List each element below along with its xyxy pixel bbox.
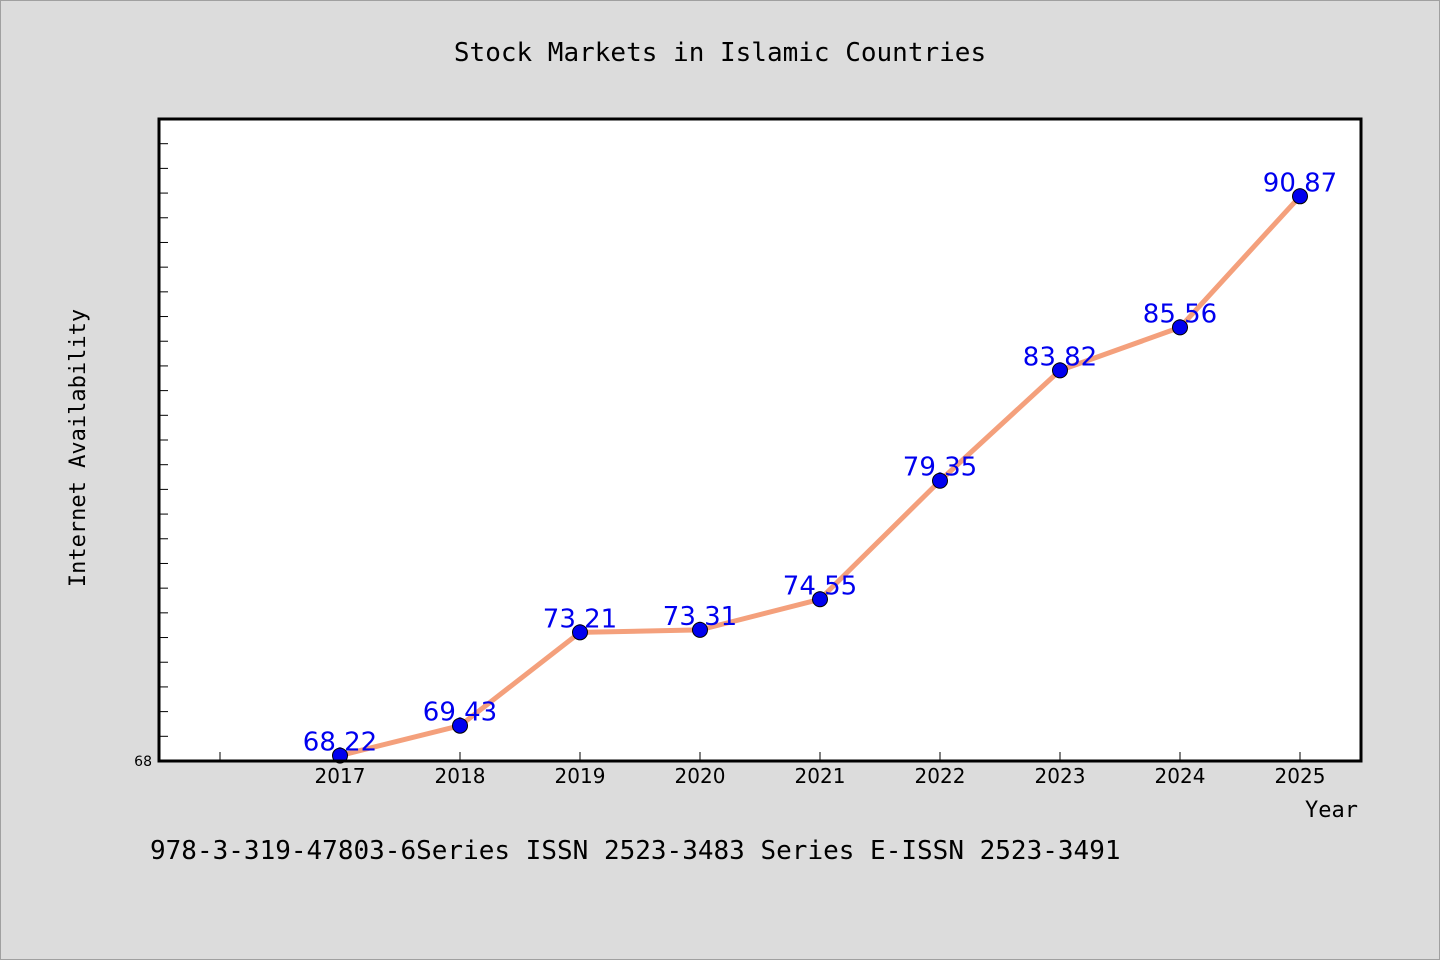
- data-point: [332, 747, 348, 764]
- data-point: [932, 472, 948, 489]
- x-tick-label: 2017: [315, 764, 366, 788]
- x-tick-label: 2020: [675, 764, 726, 788]
- x-tick-label: 2024: [1155, 764, 1206, 788]
- x-tick-label: 2022: [915, 764, 966, 788]
- data-point: [572, 624, 588, 641]
- y-tick-label: 68: [134, 754, 152, 770]
- data-point: [692, 621, 708, 638]
- x-tick-label: 2021: [795, 764, 846, 788]
- chart-title: Stock Markets in Islamic Countries: [454, 38, 986, 68]
- y-axis-label: Internet Availability: [66, 309, 91, 587]
- x-axis-label: Year: [1305, 798, 1358, 823]
- data-points: [332, 188, 1308, 764]
- data-point: [1292, 188, 1308, 205]
- data-point: [452, 717, 468, 734]
- data-point: [1172, 319, 1188, 336]
- plot-area: [159, 119, 1361, 761]
- x-axis-tick-labels: 2017 2018 2019 2020 2021 2022 2023 2024 2025: [315, 764, 1326, 788]
- x-tick-label: 2019: [555, 764, 606, 788]
- x-tick-label: 2018: [435, 764, 486, 788]
- data-point: [812, 591, 828, 608]
- plot-border: [157, 117, 1363, 763]
- x-tick-label: 2025: [1275, 764, 1326, 788]
- x-tick-label: 2023: [1035, 764, 1086, 788]
- isbn-caption: 978-3-319-47803-6Series ISSN 2523-3483 S…: [150, 836, 1121, 866]
- data-point: [1052, 362, 1068, 379]
